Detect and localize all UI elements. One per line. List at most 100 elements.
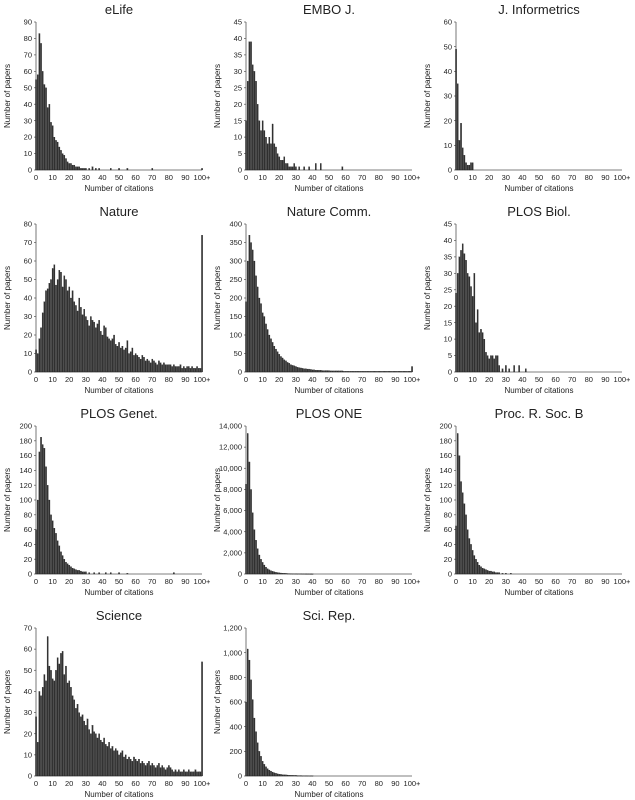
bar — [149, 765, 152, 777]
y-tick-label: 120 — [19, 481, 32, 490]
bar — [83, 571, 85, 575]
bar — [96, 323, 99, 373]
x-tick-label: 30 — [82, 779, 90, 788]
x-tick-label: 80 — [585, 375, 593, 384]
bar — [51, 678, 54, 777]
bar — [308, 573, 310, 575]
y-tick-label: 400 — [229, 220, 242, 229]
bar — [263, 130, 266, 171]
bar — [295, 166, 297, 171]
bar — [176, 771, 178, 777]
y-tick-label: 10 — [444, 335, 452, 344]
x-tick-label: 20 — [485, 173, 493, 182]
y-tick-label: 40 — [444, 236, 452, 245]
y-tick-label: 5 — [448, 351, 452, 360]
x-tick-label: 70 — [568, 173, 576, 182]
bar — [123, 756, 125, 777]
bar — [86, 718, 89, 777]
bar — [465, 260, 467, 373]
y-tick-label: 60 — [444, 18, 452, 27]
bar — [296, 367, 299, 373]
bar — [179, 771, 182, 777]
bar — [491, 355, 494, 373]
bar — [270, 338, 272, 373]
bar-series — [245, 41, 344, 171]
bar — [455, 525, 457, 575]
y-tick-label: 0 — [238, 368, 242, 377]
bar — [376, 371, 378, 373]
x-tick-label: 60 — [131, 375, 139, 384]
x-tick-label: 60 — [341, 779, 349, 788]
y-tick-label: 0 — [238, 772, 242, 781]
bar — [245, 301, 247, 373]
x-tick-label: 70 — [568, 577, 576, 586]
bar — [456, 83, 459, 171]
bar — [101, 742, 104, 777]
bar — [35, 716, 37, 777]
x-tick-label: 60 — [341, 375, 349, 384]
bar — [88, 572, 90, 575]
bar — [276, 153, 279, 171]
bar — [40, 695, 42, 777]
bar — [258, 751, 261, 777]
x-tick-label: 90 — [391, 173, 399, 182]
bar — [285, 573, 287, 575]
bar — [263, 564, 266, 575]
bar — [191, 366, 193, 373]
bar — [334, 370, 337, 373]
x-tick-label: 10 — [258, 779, 266, 788]
bar — [466, 529, 469, 575]
bar — [363, 371, 365, 373]
chart-panel-nature-comm: Nature Comm. 0 50 100 150 200 250 300 350 400 0 10 2… — [213, 204, 421, 395]
y-tick-label: 200 — [19, 422, 32, 431]
bar — [110, 168, 112, 171]
bar — [471, 550, 474, 575]
bar — [248, 41, 251, 171]
bar — [35, 79, 37, 171]
bar — [91, 725, 94, 777]
bar — [286, 163, 289, 171]
bar — [288, 363, 290, 373]
bar — [298, 166, 300, 171]
bar — [151, 168, 154, 171]
bar — [266, 329, 269, 373]
bar-series — [245, 433, 314, 575]
bar — [43, 301, 46, 373]
bar — [253, 529, 256, 575]
x-tick-label: 10 — [258, 577, 266, 586]
bar — [156, 765, 159, 777]
y-tick-label: 12,000 — [219, 443, 242, 452]
bar — [278, 354, 281, 373]
bar — [461, 147, 464, 171]
bar — [285, 774, 287, 777]
bar — [346, 371, 349, 373]
x-tick-label: 50 — [535, 375, 543, 384]
bar — [168, 765, 170, 777]
bar — [328, 370, 330, 373]
bar — [51, 125, 54, 171]
x-tick-label: 50 — [325, 173, 333, 182]
bar — [88, 168, 90, 171]
bar — [100, 331, 102, 373]
y-tick-label: 80 — [444, 510, 452, 519]
bar — [276, 773, 279, 777]
bar — [246, 81, 249, 171]
bar — [105, 327, 107, 373]
bar — [498, 365, 500, 373]
bar — [280, 572, 282, 575]
x-tick-label: 0 — [34, 375, 38, 384]
x-tick-label: 40 — [308, 375, 316, 384]
y-tick-label: 35 — [444, 252, 452, 261]
bar-series — [455, 49, 474, 171]
y-tick-label: 60 — [24, 67, 32, 76]
x-tick-label: 100+ — [404, 577, 422, 586]
y-tick-label: 30 — [234, 67, 242, 76]
x-tick-label: 30 — [292, 173, 300, 182]
bar — [295, 366, 297, 373]
bar — [275, 572, 277, 575]
bar — [255, 81, 257, 171]
bar — [316, 370, 319, 373]
bar — [286, 774, 289, 777]
bar — [90, 316, 92, 373]
bar — [470, 162, 472, 171]
